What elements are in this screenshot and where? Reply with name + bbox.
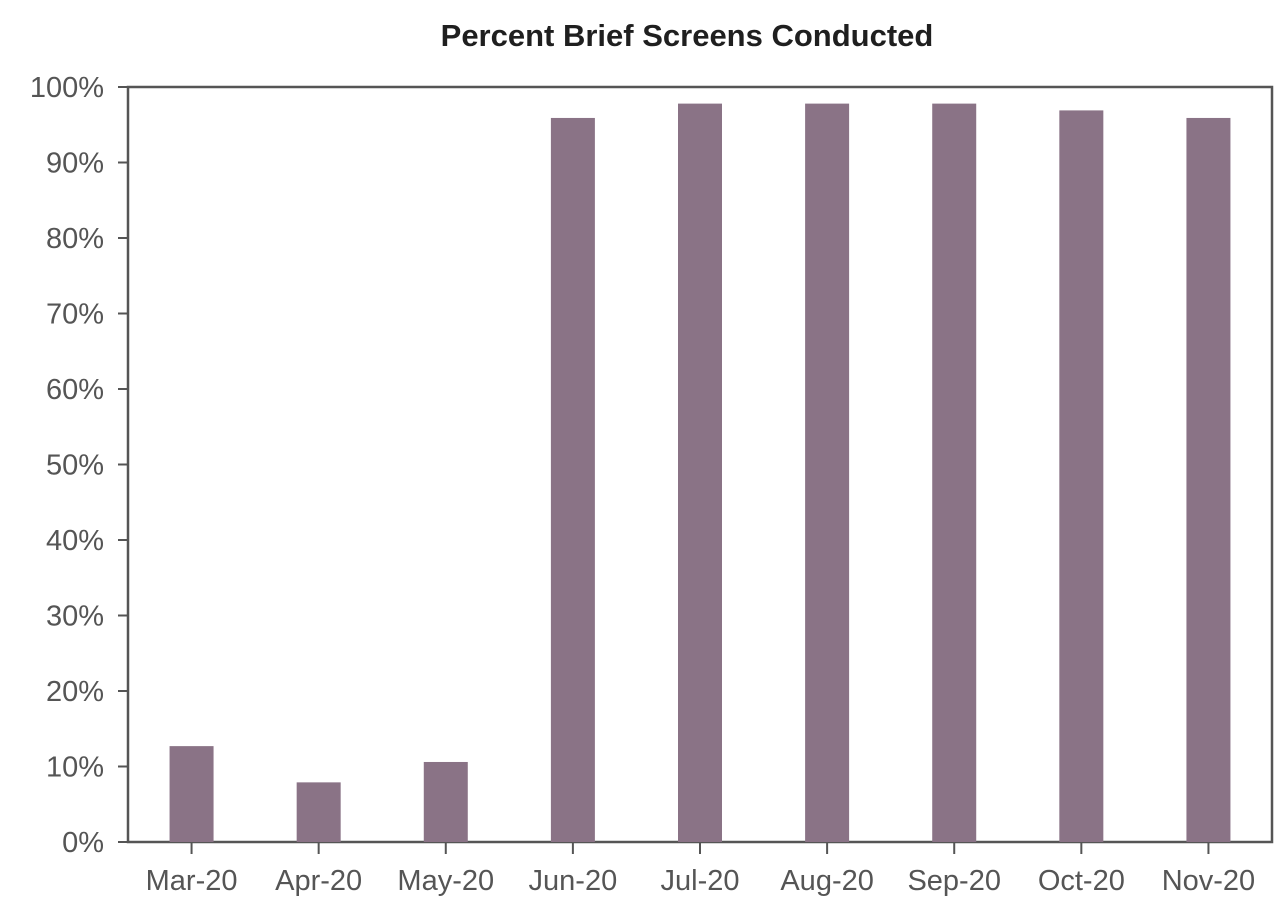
bar-apr-20 <box>296 782 341 842</box>
bar-may-20 <box>423 761 468 842</box>
y-tick-label: 30% <box>46 601 104 633</box>
y-tick-label: 70% <box>46 299 104 331</box>
x-axis: Mar-20 Apr-20 May-20 Jun-20 Jul-20 Aug-20 Sep-… <box>146 842 1256 897</box>
x-tick-label: May-20 <box>397 865 494 897</box>
bars <box>169 103 1231 843</box>
y-tick-label: 90% <box>46 148 104 180</box>
y-tick-label: 10% <box>46 752 104 784</box>
x-tick-label: Sep-20 <box>907 865 1001 897</box>
x-tick-label: Jun-20 <box>529 865 618 897</box>
chart-title: Percent Brief Screens Conducted <box>441 18 934 53</box>
bar-jul-20 <box>678 103 722 843</box>
y-tick-label: 0% <box>62 827 104 859</box>
bar-aug-20 <box>805 103 850 843</box>
y-tick-label: 100% <box>30 72 104 104</box>
bar-jun-20 <box>550 117 595 842</box>
x-tick-label: Nov-20 <box>1162 865 1256 897</box>
y-axis: 0% 10% 20% 30% 40% 50% 60% 70% 80% 90% 100% <box>30 72 128 859</box>
y-tick-label: 80% <box>46 223 104 255</box>
x-tick-label: Mar-20 <box>146 865 238 897</box>
bar-mar-20 <box>169 746 214 842</box>
y-tick-label: 50% <box>46 450 104 482</box>
bar-oct-20 <box>1059 110 1104 842</box>
y-tick-label: 60% <box>46 374 104 406</box>
x-tick-label: Apr-20 <box>275 865 362 897</box>
bar-sep-20 <box>932 103 977 843</box>
y-tick-label: 20% <box>46 676 104 708</box>
x-tick-label: Oct-20 <box>1038 865 1125 897</box>
y-tick-label: 40% <box>46 525 104 557</box>
x-tick-label: Aug-20 <box>780 865 874 897</box>
x-tick-label: Jul-20 <box>661 865 740 897</box>
bar-nov-20 <box>1186 117 1231 842</box>
